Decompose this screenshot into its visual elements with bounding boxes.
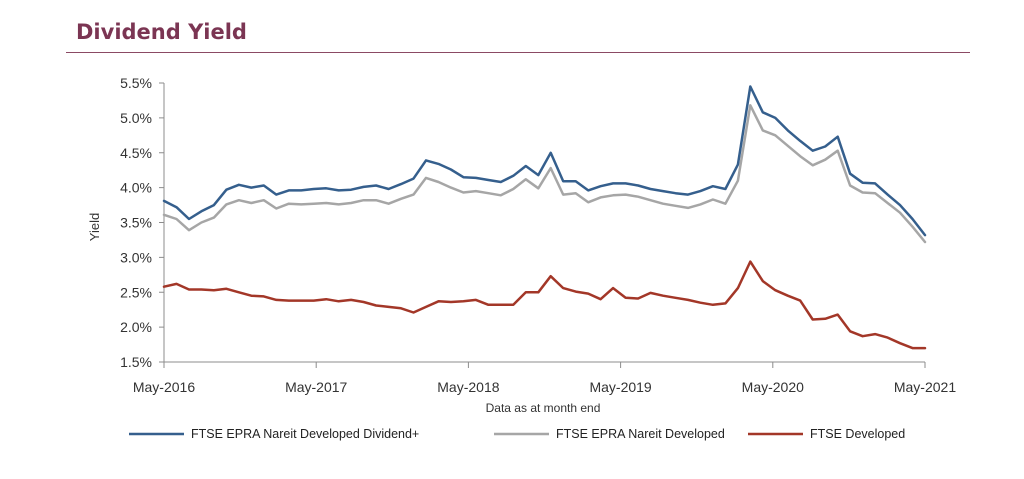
y-tick-label: 1.5% <box>120 354 152 370</box>
y-tick-label: 2.0% <box>120 319 152 335</box>
series-line-1 <box>162 85 927 237</box>
legend-label-1: FTSE EPRA Nareit Developed Dividend+ <box>191 427 419 441</box>
legend-label-2: FTSE EPRA Nareit Developed <box>556 427 725 441</box>
x-tick-label: May-2020 <box>742 379 804 395</box>
x-axis: May-2016 May-2017 May-2018 May-2019 May-2020… <box>133 361 956 395</box>
y-tick-label: 3.5% <box>120 215 152 231</box>
y-tick-label: 4.0% <box>120 180 152 196</box>
y-axis-title: Yield <box>87 213 102 241</box>
title-divider <box>66 52 970 53</box>
x-axis-title: Data as at month end <box>486 401 601 415</box>
x-tick-label: May-2021 <box>894 379 956 395</box>
y-tick-label: 5.0% <box>120 110 152 126</box>
legend: FTSE EPRA Nareit Developed Dividend+ FTSE… <box>129 427 905 441</box>
series-line-2 <box>162 104 927 244</box>
y-axis: 1.5% 2.0% 2.5% 3.0% 3.5% 4.0% 4.5% 5.0% 5.5% <box>120 75 165 370</box>
legend-label-3: FTSE Developed <box>810 427 905 441</box>
x-tick-label: May-2016 <box>133 379 195 395</box>
x-tick-label: May-2017 <box>285 379 347 395</box>
y-tick-label: 4.5% <box>120 145 152 161</box>
x-tick-label: May-2018 <box>437 379 499 395</box>
series-layer <box>162 85 927 350</box>
y-tick-label: 5.5% <box>120 75 152 91</box>
x-tick-label: May-2019 <box>589 379 651 395</box>
series-line-3 <box>162 260 927 350</box>
y-tick-label: 3.0% <box>120 249 152 265</box>
page-title: Dividend Yield <box>76 20 247 44</box>
y-tick-label: 2.5% <box>120 284 152 300</box>
